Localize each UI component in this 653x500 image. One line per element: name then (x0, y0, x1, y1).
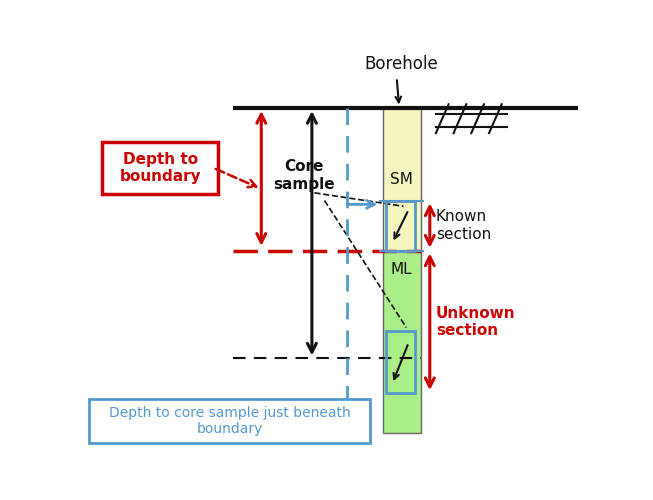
Text: Known
section: Known section (436, 210, 491, 242)
Text: Depth to core sample just beneath
boundary: Depth to core sample just beneath bounda… (109, 406, 351, 436)
Bar (386, 332, 415, 393)
FancyBboxPatch shape (89, 399, 370, 443)
Text: ML: ML (391, 262, 413, 278)
FancyBboxPatch shape (102, 142, 218, 194)
Text: Depth to
boundary: Depth to boundary (119, 152, 201, 184)
Text: Unknown
section: Unknown section (436, 306, 515, 338)
Bar (383, 250, 421, 434)
Bar (383, 108, 421, 251)
Text: SM: SM (390, 172, 413, 187)
Text: Borehole: Borehole (365, 56, 439, 74)
Text: Core
sample: Core sample (274, 160, 335, 192)
Bar (386, 200, 415, 250)
